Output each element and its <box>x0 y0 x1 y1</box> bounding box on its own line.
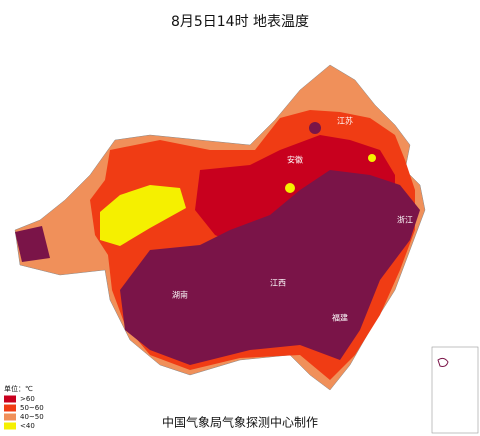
hotspot <box>309 122 321 134</box>
inset-island <box>437 357 449 367</box>
legend-label: 50~60 <box>20 404 44 412</box>
region-label: 安徽 <box>287 155 303 165</box>
hotspot <box>285 183 295 193</box>
footer: 中国气象局气象探测中心制作 <box>162 415 318 430</box>
legend-label: 40~50 <box>20 413 44 421</box>
legend-swatch <box>4 413 16 421</box>
inset-map <box>431 346 479 434</box>
region-label: 湖南 <box>172 290 188 300</box>
region-label: 江苏 <box>337 116 353 126</box>
region-maroon <box>120 170 420 365</box>
legend-swatch <box>4 422 16 430</box>
region-yellow <box>100 185 186 246</box>
legend-label: <40 <box>20 422 35 430</box>
region-label: 福建 <box>332 313 348 323</box>
legend-swatch <box>4 395 16 403</box>
region-label: 浙江 <box>397 215 413 225</box>
legend-unit: 单位：℃ <box>4 384 33 393</box>
region-label: 江西 <box>270 279 286 288</box>
inset-frame <box>431 346 479 434</box>
hotspot <box>368 154 376 162</box>
legend-swatch <box>4 404 16 412</box>
legend-label: >60 <box>20 395 35 403</box>
map-shapes <box>14 64 426 391</box>
title: 8月5日14时 地表温度 <box>171 14 309 30</box>
region-maroon-west <box>15 226 50 262</box>
